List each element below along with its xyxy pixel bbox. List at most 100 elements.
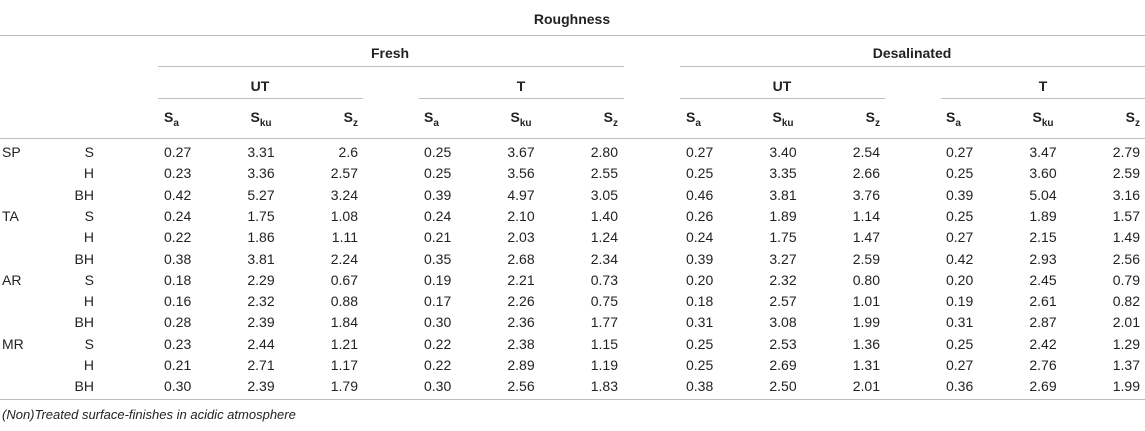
table-cell: 0.30 xyxy=(424,378,452,394)
table-cell: 1.77 xyxy=(590,314,618,330)
rule-line xyxy=(158,98,363,99)
table-cell: 4.97 xyxy=(507,187,535,203)
row-finish-label: S xyxy=(84,272,94,288)
table-cell: 2.45 xyxy=(1029,272,1057,288)
table-cell: 2.36 xyxy=(507,314,535,330)
table-cell: 0.38 xyxy=(686,378,714,394)
table-cell: 2.29 xyxy=(247,272,275,288)
table-cell: 2.93 xyxy=(1029,251,1057,267)
rule-line xyxy=(941,98,1145,99)
table-cell: 2.55 xyxy=(590,165,618,181)
table-cell: 2.71 xyxy=(247,357,275,373)
table-cell: 2.59 xyxy=(852,251,880,267)
table-cell: 1.84 xyxy=(330,314,358,330)
table-cell: 0.20 xyxy=(686,272,714,288)
table-cell: 2.80 xyxy=(590,144,618,160)
table-cell: 0.67 xyxy=(330,272,358,288)
param-header-base: S xyxy=(343,109,353,125)
param-header-base: S xyxy=(946,109,956,125)
table-cell: 3.31 xyxy=(247,144,275,160)
rule-line xyxy=(419,98,624,99)
param-header-subscript: a xyxy=(173,118,179,129)
table-cell: 0.18 xyxy=(164,272,192,288)
table-cell: 2.69 xyxy=(769,357,797,373)
table-cell: 1.79 xyxy=(330,378,358,394)
subgroup-header-desalinated-t: T xyxy=(1038,78,1048,94)
table-cell: 2.15 xyxy=(1029,229,1057,245)
table-cell: 2.21 xyxy=(507,272,535,288)
table-cell: 2.79 xyxy=(1112,144,1140,160)
table-cell: 0.19 xyxy=(946,293,974,309)
param-header: Sz xyxy=(343,109,358,129)
param-header-base: S xyxy=(865,109,875,125)
table-cell: 0.39 xyxy=(946,187,974,203)
row-finish-label: BH xyxy=(74,314,94,330)
table-cell: 0.79 xyxy=(1112,272,1140,288)
table-cell: 2.76 xyxy=(1029,357,1057,373)
rule-line xyxy=(0,35,1145,36)
table-cell: 3.36 xyxy=(247,165,275,181)
param-header: Sa xyxy=(424,109,439,129)
table-cell: 0.27 xyxy=(164,144,192,160)
table-cell: 1.47 xyxy=(852,229,880,245)
table-footnote: (Non)Treated surface-finishes in acidic … xyxy=(2,407,296,422)
table-cell: 2.10 xyxy=(507,208,535,224)
row-finish-label: H xyxy=(83,293,94,309)
row-finish-label: S xyxy=(84,144,94,160)
table-cell: 0.42 xyxy=(164,187,192,203)
table-cell: 2.6 xyxy=(338,144,358,160)
table-cell: 0.42 xyxy=(946,251,974,267)
table-cell: 0.23 xyxy=(164,165,192,181)
table-cell: 2.87 xyxy=(1029,314,1057,330)
table-cell: 1.89 xyxy=(769,208,797,224)
table-cell: 0.25 xyxy=(946,165,974,181)
table-cell: 0.17 xyxy=(424,293,452,309)
table-cell: 3.67 xyxy=(507,144,535,160)
table-cell: 1.31 xyxy=(852,357,880,373)
table-cell: 2.69 xyxy=(1029,378,1057,394)
param-header: Sku xyxy=(1032,109,1054,129)
table-cell: 0.25 xyxy=(686,357,714,373)
row-finish-label: BH xyxy=(74,251,94,267)
row-finish-label: BH xyxy=(74,378,94,394)
table-cell: 0.22 xyxy=(164,229,192,245)
table-cell: 0.25 xyxy=(946,336,974,352)
table-cell: 1.75 xyxy=(247,208,275,224)
table-cell: 0.82 xyxy=(1112,293,1140,309)
table-cell: 1.29 xyxy=(1112,336,1140,352)
table-cell: 1.57 xyxy=(1112,208,1140,224)
table-cell: 0.24 xyxy=(686,229,714,245)
table-cell: 3.35 xyxy=(769,165,797,181)
table-cell: 0.25 xyxy=(686,165,714,181)
table-cell: 2.59 xyxy=(1112,165,1140,181)
table-cell: 3.40 xyxy=(769,144,797,160)
table-cell: 2.32 xyxy=(247,293,275,309)
rule-line xyxy=(158,66,624,67)
subgroup-header-fresh-ut: UT xyxy=(250,78,270,94)
param-header-subscript: ku xyxy=(1041,118,1054,129)
table-cell: 3.81 xyxy=(247,251,275,267)
table-cell: 0.30 xyxy=(164,378,192,394)
param-header-subscript: a xyxy=(433,118,439,129)
table-cell: 0.31 xyxy=(946,314,974,330)
rule-line xyxy=(0,399,1145,400)
row-finish-label: BH xyxy=(74,187,94,203)
table-cell: 2.32 xyxy=(769,272,797,288)
table-title: Roughness xyxy=(533,11,611,27)
table-cell: 0.46 xyxy=(686,187,714,203)
table-cell: 0.27 xyxy=(946,144,974,160)
table-cell: 1.99 xyxy=(852,314,880,330)
param-header: Sa xyxy=(164,109,179,129)
param-header-base: S xyxy=(250,109,260,125)
param-header-subscript: a xyxy=(955,118,961,129)
row-finish-label: S xyxy=(84,208,94,224)
table-cell: 3.81 xyxy=(769,187,797,203)
table-cell: 0.20 xyxy=(946,272,974,288)
row-finish-label: H xyxy=(83,229,94,245)
table-cell: 2.89 xyxy=(507,357,535,373)
table-cell: 2.38 xyxy=(507,336,535,352)
table-cell: 1.99 xyxy=(1112,378,1140,394)
table-cell: 3.47 xyxy=(1029,144,1057,160)
table-cell: 1.21 xyxy=(330,336,358,352)
